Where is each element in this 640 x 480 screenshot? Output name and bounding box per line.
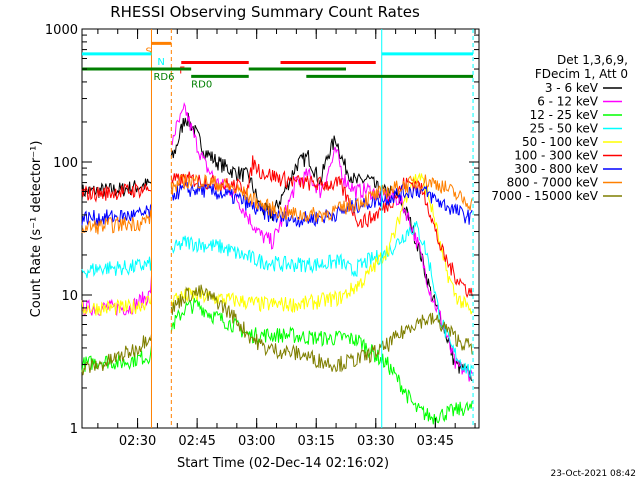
y-tick-label: 1000 [45,23,78,38]
legend-entry-label: 7000 - 15000 keV [491,189,598,203]
legend-entry-label: 3 - 6 keV [545,81,599,95]
series-line-6-12-kev [81,101,473,382]
legend-entry-label: 12 - 25 keV [530,108,599,122]
flag-label-n: N [157,57,164,68]
series-line-800-7000-kev [81,173,473,235]
legend-entry-label: 6 - 12 keV [537,95,599,109]
x-axis-label: Start Time (02-Dec-14 02:16:02) [177,456,389,471]
series-line-25-50-kev [81,221,473,379]
x-axis: 02:30 02:45 03:00 03:15 03:30 03:45 [97,29,476,449]
series-line-3-6-kev [81,112,473,382]
flag-label-f: F [179,65,185,76]
x-tick-label: 03:45 [417,434,454,449]
footer-date: 23-Oct-2021 08:42 [551,469,636,479]
series-line-7000-15000-kev [81,284,473,376]
plot-area: SN F RD0 RD6 [81,29,474,428]
series-line-50-100-kev [81,172,473,316]
legend-header-line: FDecim 1, Att 0 [535,67,628,81]
legend-entry-label: 25 - 50 keV [530,122,599,136]
y-axis: 1 10 100 1000 [45,23,479,437]
legend-entry-label: 100 - 300 keV [514,149,598,163]
legend-entry-label: 50 - 100 keV [522,135,599,149]
x-tick-label: 03:00 [238,434,275,449]
y-tick-label: 10 [61,289,78,304]
flag-label-rd0: RD0 [191,79,212,90]
legend-entry-label: 800 - 7000 keV [507,176,599,190]
x-tick-label: 03:30 [357,434,394,449]
y-tick-label: 1 [70,422,78,437]
y-axis-label: Count Rate (s⁻¹ detector⁻¹) [29,141,44,318]
legend-entry-label: 300 - 800 keV [514,162,598,176]
legend-header-line: Det 1,3,6,9, [557,53,628,67]
y-tick-label: 100 [53,156,78,171]
flag-label-rd6: RD6 [153,72,174,83]
flag-label-s: S [146,46,152,57]
x-tick-label: 03:15 [297,434,334,449]
x-tick-label: 02:45 [178,434,215,449]
plot-frame [81,28,480,429]
x-tick-label: 02:30 [119,434,156,449]
series-line-12-25-kev [81,297,473,425]
chart-title: RHESSI Observing Summary Count Rates [110,3,420,21]
series-line-100-300-kev [81,155,473,299]
